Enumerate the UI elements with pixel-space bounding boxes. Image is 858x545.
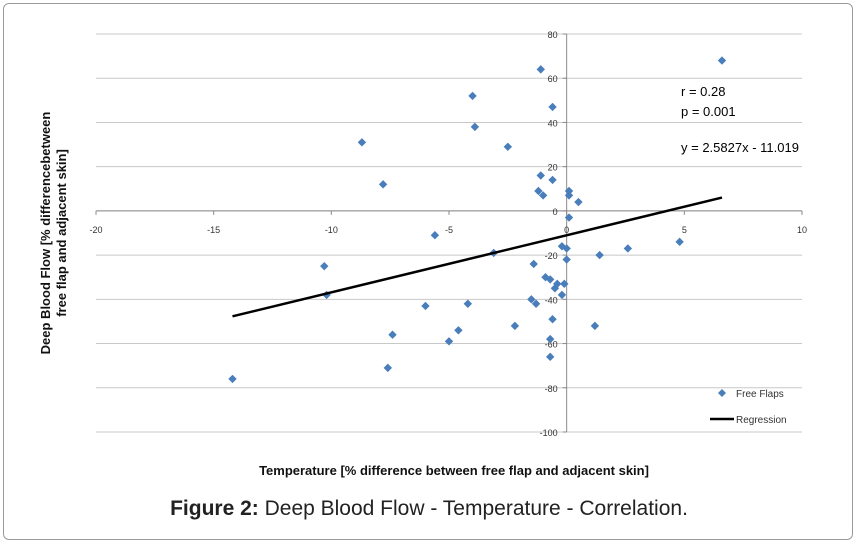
data-point-42 — [590, 321, 600, 331]
data-point-25 — [545, 334, 555, 344]
figure-frame — [3, 3, 853, 540]
data-point-7 — [421, 301, 430, 311]
data-point-29 — [548, 175, 557, 185]
data-point-5 — [383, 363, 393, 373]
data-point-30 — [548, 315, 557, 324]
data-point-35 — [560, 279, 569, 289]
data-point-28 — [548, 102, 557, 112]
y-tick-label--40: -40 — [545, 295, 558, 305]
annotation-equation: y = 2.5827x - 11.019 — [681, 140, 799, 155]
data-point-22 — [536, 171, 545, 180]
legend-marker-free-flaps — [718, 389, 726, 397]
data-point-34 — [557, 290, 567, 300]
data-point-10 — [454, 326, 463, 335]
data-point-26 — [545, 352, 555, 362]
data-point-37 — [562, 244, 571, 253]
data-point-27 — [545, 275, 555, 284]
data-point-45 — [675, 237, 684, 247]
y-tick-label-80: 80 — [548, 30, 558, 40]
x-tick-label--15: -15 — [207, 225, 220, 235]
y-tick-label-40: 40 — [548, 118, 558, 128]
x-tick-labels: -20 -15 -10 -5 0 5 10 — [89, 225, 807, 235]
data-point-36 — [562, 255, 571, 264]
annotation-r: r = 0.28 — [681, 84, 725, 99]
axes — [95, 33, 803, 433]
y-tick-label--100: -100 — [540, 428, 558, 438]
y-tick-label-60: 60 — [548, 74, 558, 84]
data-point-13 — [470, 122, 480, 132]
caption-label: Figure 2: — [170, 497, 259, 520]
data-point-11 — [463, 299, 473, 308]
scatter-chart: -100 -80 -60 -40 -20 0 20 40 60 80 -20 -15 -10 -5 0 5 1… — [38, 30, 807, 478]
legend-label-free-flaps: Free Flaps — [736, 389, 784, 400]
data-point-21 — [536, 65, 545, 74]
data-point-40 — [564, 191, 574, 200]
x-tick-label--20: -20 — [89, 225, 102, 235]
data-point-39 — [564, 186, 574, 196]
data-point-33 — [557, 242, 567, 251]
annotation-p: p = 0.001 — [681, 104, 736, 119]
y-axis-label-line2: free flap and adjacent skin] — [54, 149, 69, 317]
y-axis-label-line1: Deep Blood Flow [% differencebetween — [38, 112, 53, 355]
x-tick-label--10: -10 — [325, 225, 338, 235]
y-tick-labels: -100 -80 -60 -40 -20 0 20 40 60 80 — [540, 30, 558, 438]
data-point-16 — [510, 321, 520, 331]
data-point-3 — [357, 138, 367, 147]
data-point-6 — [388, 330, 397, 339]
data-point-46 — [717, 56, 727, 65]
data-point-44 — [623, 244, 633, 253]
x-tick-label-10: 10 — [797, 225, 807, 235]
regression-line — [232, 196, 723, 318]
data-points — [228, 56, 727, 384]
legend: Free Flaps Regression — [710, 389, 787, 426]
x-axis-label: Temperature [% difference between free f… — [259, 463, 649, 478]
y-tick-label-0: 0 — [553, 207, 558, 217]
data-point-20 — [534, 186, 543, 196]
y-tick-label--20: -20 — [545, 251, 558, 261]
data-point-0 — [228, 374, 237, 384]
data-point-8 — [430, 231, 440, 240]
x-tick-label-5: 5 — [682, 225, 687, 235]
legend-label-regression: Regression — [736, 415, 787, 426]
data-point-38 — [564, 213, 574, 222]
data-point-32 — [553, 279, 562, 289]
data-point-15 — [503, 142, 513, 151]
figure-caption: Figure 2: Deep Blood Flow - Temperature … — [0, 497, 858, 521]
data-point-43 — [595, 250, 604, 260]
data-point-12 — [468, 91, 477, 101]
data-point-19 — [531, 299, 541, 308]
y-tick-label--60: -60 — [545, 340, 558, 350]
x-tick-label--5: -5 — [445, 225, 453, 235]
data-point-23 — [538, 191, 548, 200]
data-point-1 — [320, 261, 329, 271]
caption-text: Deep Blood Flow - Temperature - Correlat… — [258, 497, 688, 520]
data-point-4 — [378, 180, 388, 189]
data-point-41 — [574, 197, 583, 207]
data-point-17 — [527, 295, 536, 304]
y-tick-label-20: 20 — [548, 163, 558, 173]
data-point-18 — [529, 259, 538, 269]
y-tick-label--80: -80 — [545, 384, 558, 394]
regression-line-group — [232, 196, 723, 318]
data-point-9 — [444, 337, 454, 346]
x-tick-label-0: 0 — [564, 225, 569, 235]
